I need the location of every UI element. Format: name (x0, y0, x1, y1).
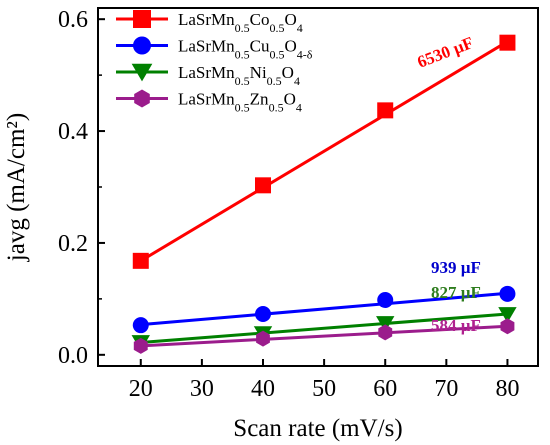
legend-label: LaSrMn0.5Co0.5O4 (178, 10, 303, 35)
x-tick-label: 50 (312, 376, 336, 402)
legend: LaSrMn0.5Co0.5O4LaSrMn0.5Cu0.5O4-δLaSrMn… (116, 10, 313, 115)
legend-label: LaSrMn0.5Cu0.5O4-δ (178, 37, 313, 62)
fit-line (140, 312, 508, 345)
data-point (378, 324, 393, 341)
y-tick-label: 0.4 (58, 119, 88, 145)
legend-marker (133, 10, 151, 28)
axes: 20 30 40 50 60 70 80 0.0 0.2 0.4 0.6 (58, 7, 539, 402)
data-point (498, 307, 517, 323)
x-tick-label: 60 (373, 376, 397, 402)
legend-marker (131, 63, 153, 82)
data-point (376, 316, 395, 332)
data-point (255, 177, 271, 194)
data-point (377, 102, 394, 119)
y-tick-label: 0.6 (58, 7, 88, 33)
legend-marker (134, 89, 150, 108)
capacitance-label: 827 µF (431, 283, 481, 302)
data-markers (131, 34, 517, 354)
data-point (377, 291, 394, 308)
fit-line (140, 291, 508, 327)
y-tick-label: 0.2 (58, 231, 88, 257)
capacitance-label: 939 µF (431, 258, 481, 277)
data-point (255, 305, 271, 322)
fit-line (140, 40, 509, 263)
x-tick-label: 80 (495, 376, 519, 402)
fit-line (140, 324, 508, 348)
legend-label: LaSrMn0.5Zn0.5O4 (178, 90, 302, 115)
y-axis-title: javg (mA/cm²) (3, 113, 30, 262)
data-point (256, 330, 270, 347)
data-point (499, 34, 516, 51)
legend-label: LaSrMn0.5Ni0.5O4 (178, 63, 300, 88)
legend-marker (133, 36, 151, 55)
x-axis-title: Scan rate (mV/s) (233, 415, 402, 442)
y-axis-title-wrap: javg (mA/cm²) (3, 113, 30, 262)
x-tick-label: 20 (129, 376, 153, 402)
capacitance-label: 584 µF (431, 316, 481, 335)
fit-lines (140, 40, 509, 348)
data-point (133, 337, 148, 354)
y-tick-label: 0.0 (58, 343, 88, 369)
x-tick-label: 40 (251, 376, 275, 402)
data-point (499, 285, 516, 302)
x-tick-label: 70 (434, 376, 458, 402)
data-point (132, 252, 149, 269)
data-point (132, 317, 149, 334)
data-point (500, 318, 515, 335)
x-tick-label: 30 (190, 376, 214, 402)
